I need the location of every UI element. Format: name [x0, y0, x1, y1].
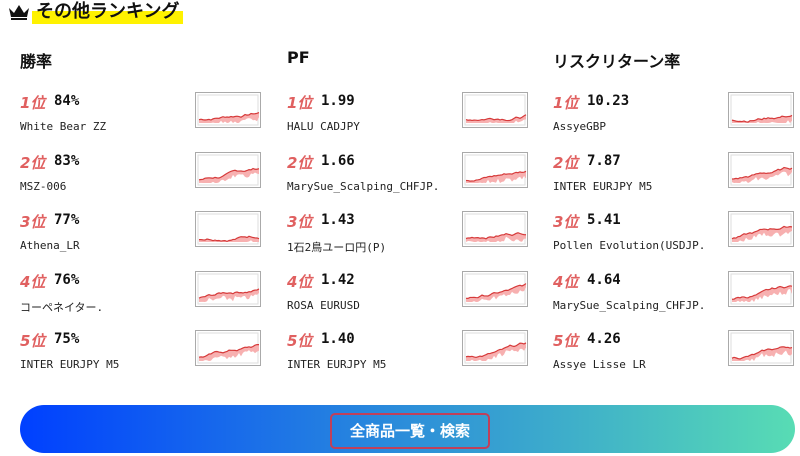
rank: 3位 — [20, 213, 46, 231]
crown-icon — [9, 5, 29, 20]
rank-value: 1.42 — [321, 271, 355, 288]
rank-value: 75% — [54, 331, 80, 347]
rank: 2位 — [20, 153, 46, 172]
rank: 3位 — [287, 213, 313, 231]
product-name: コーペネイター. — [20, 300, 104, 314]
product-name: INTER EURJPY M5 — [20, 358, 120, 371]
rank-value: 4.64 — [587, 271, 621, 288]
rank-value: 7.87 — [587, 152, 621, 169]
rank: 4位 — [20, 272, 46, 291]
product-name: MarySue_Scalping_CHFJP. — [287, 179, 440, 193]
product-name: Pollen Evolution(USDJP. — [553, 239, 706, 252]
product-name: INTER EURJPY M5 — [287, 358, 387, 371]
rank-value: 1.40 — [321, 331, 355, 347]
product-name: INTER EURJPY M5 — [553, 179, 653, 193]
rank-value: 76% — [54, 271, 80, 288]
equity-thumbnail — [728, 211, 794, 247]
rank: 5位 — [20, 332, 46, 350]
rank-value: 1.99 — [321, 93, 355, 109]
product-name: MSZ-006 — [20, 179, 67, 193]
rank: 4位 — [287, 272, 313, 291]
rank: 4位 — [553, 272, 579, 291]
rank: 1位 — [287, 94, 313, 112]
rank: 5位 — [287, 332, 313, 350]
product-name: HALU CADJPY — [287, 120, 360, 133]
equity-thumbnail — [462, 151, 528, 188]
equity-thumbnail — [462, 92, 528, 128]
product-name: ROSA EURUSD — [287, 298, 360, 312]
rank: 5位 — [553, 332, 579, 350]
product-name: AssyeGBP — [553, 120, 606, 133]
equity-thumbnail — [462, 211, 528, 247]
rank-value: 10.23 — [587, 93, 630, 109]
rank: 1位 — [553, 94, 579, 112]
rank-value: 83% — [54, 152, 80, 169]
equity-thumbnail — [462, 270, 528, 307]
column-title: リスクリターン率 — [553, 52, 681, 71]
equity-thumbnail — [728, 270, 794, 307]
product-name: Athena_LR — [20, 239, 80, 252]
equity-thumbnail — [195, 151, 261, 188]
equity-thumbnail — [195, 270, 261, 307]
rank-value: 1.43 — [321, 212, 355, 228]
button-label[interactable]: 全商品一覧・検索 — [330, 413, 490, 449]
rank: 3位 — [553, 213, 579, 231]
rank: 2位 — [287, 153, 313, 172]
product-name: 1石2鳥ユーロ円(P) — [287, 241, 387, 254]
column-title: 勝率 — [20, 52, 53, 71]
product-name: White Bear ZZ — [20, 120, 107, 133]
rank: 1位 — [20, 94, 46, 112]
equity-thumbnail — [728, 330, 794, 366]
equity-thumbnail — [195, 330, 261, 366]
equity-thumbnail — [728, 92, 794, 128]
equity-thumbnail — [195, 211, 261, 247]
rank-value: 5.41 — [587, 212, 621, 228]
column-title: PF — [287, 48, 310, 67]
rank-value: 4.26 — [587, 331, 621, 347]
rank: 2位 — [553, 153, 579, 172]
rank-value: 84% — [54, 93, 80, 109]
equity-thumbnail — [462, 330, 528, 366]
rank-value: 1.66 — [321, 152, 355, 169]
equity-thumbnail — [195, 92, 261, 128]
section-title: その他ランキング — [32, 0, 184, 24]
equity-thumbnail — [728, 151, 794, 188]
rank-value: 77% — [54, 212, 80, 228]
product-name: MarySue_Scalping_CHFJP. — [553, 298, 706, 312]
product-name: Assye Lisse LR — [553, 358, 646, 371]
